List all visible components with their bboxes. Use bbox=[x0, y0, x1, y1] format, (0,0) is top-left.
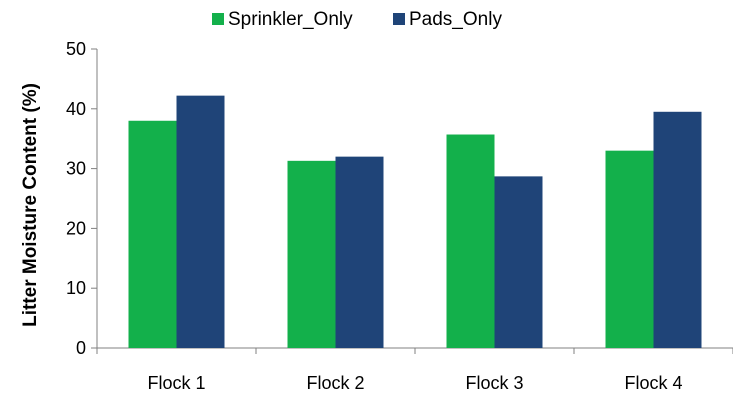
x-tick-label: Flock 1 bbox=[147, 373, 205, 393]
y-tick-label: 0 bbox=[76, 338, 86, 358]
bar-pads-only bbox=[335, 156, 384, 348]
x-axis: Flock 1 Flock 2 Flock 3 Flock 4 bbox=[96, 347, 733, 393]
y-tick-label: 30 bbox=[66, 159, 86, 179]
bar-pads-only bbox=[653, 111, 702, 348]
bar-pads-only bbox=[494, 176, 543, 348]
legend-swatch bbox=[393, 13, 405, 25]
y-tick-label: 20 bbox=[66, 218, 86, 238]
y-axis: 0 10 20 30 40 50 bbox=[66, 39, 98, 358]
bar-sprinkler-only bbox=[128, 120, 177, 348]
bar-sprinkler-only bbox=[446, 134, 495, 348]
y-tick-label: 40 bbox=[66, 99, 86, 119]
legend: Sprinkler_Only Pads_Only bbox=[212, 9, 502, 30]
x-tick-label: Flock 4 bbox=[624, 373, 682, 393]
legend-label: Sprinkler_Only bbox=[228, 9, 353, 30]
legend-label: Pads_Only bbox=[409, 9, 502, 30]
bar-pads-only bbox=[176, 95, 225, 348]
x-tick-label: Flock 2 bbox=[306, 373, 364, 393]
y-tick-label: 50 bbox=[66, 39, 86, 59]
legend-swatch bbox=[212, 13, 224, 25]
bar-sprinkler-only bbox=[287, 160, 336, 348]
bar-sprinkler-only bbox=[605, 150, 654, 348]
y-tick-label: 10 bbox=[66, 278, 86, 298]
y-axis-title: Litter Moisture Content (%) bbox=[20, 83, 41, 327]
bars bbox=[128, 95, 702, 348]
x-tick-label: Flock 3 bbox=[465, 373, 523, 393]
